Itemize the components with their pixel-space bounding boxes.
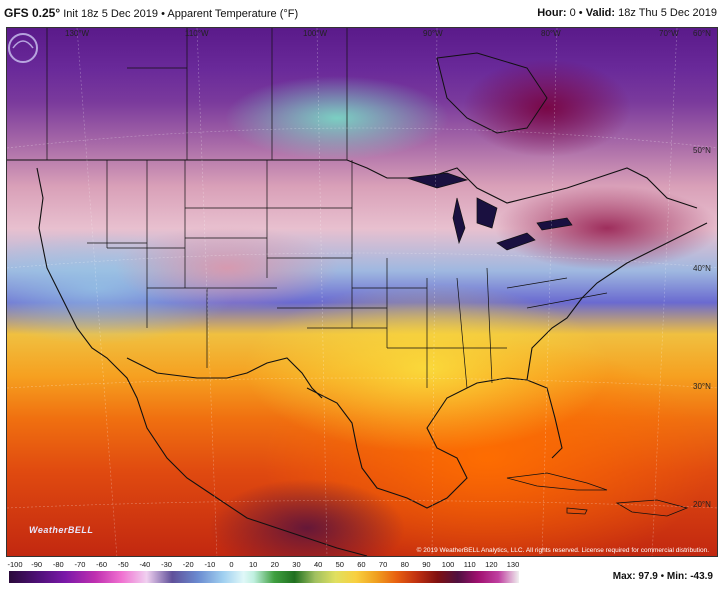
scale-tick-label: 100 [441,560,455,569]
lon-label-80w: 80°W [541,29,561,38]
hudson-bay [436,52,548,134]
scale-tick-label: 40 [313,560,323,569]
scale-tick-label: 80 [400,560,409,569]
max-value: 97.9 [638,571,658,582]
max-min-readout: Max: 97.9 • Min: -43.9 [613,571,713,582]
scale-tick-label: 110 [463,560,476,569]
scale-tick-label: -20 [182,560,194,569]
hour-value: 0 [569,7,576,19]
scale-tick-label: 70 [378,560,388,569]
hour-label: Hour: [537,7,567,19]
temperature-map[interactable]: 130°W 110°W 100°W 90°W 80°W 70°W 60°N 50… [6,27,718,557]
lat-label-20n: 20°N [693,500,711,509]
scale-tick-label: 20 [270,560,279,569]
init-time: Init 18z 5 Dec 2019 [63,8,159,20]
scale-tick-label: 0 [229,560,234,569]
scale-tick-label: -100 [7,560,23,569]
scale-tick-label: -40 [139,560,151,569]
header-right: Hour: 0 • Valid: 18z Thu 5 Dec 2019 [537,0,717,26]
valid-value: 18z Thu 5 Dec 2019 [618,7,717,19]
min-label: Min: [666,571,688,582]
us-canada-border [7,159,698,209]
scale-tick-label: 120 [485,560,498,569]
pacific-coastline [36,167,368,556]
scale-tick-label: 50 [335,560,344,569]
scale-tick-label: -90 [31,560,43,569]
great-lakes [406,172,573,251]
max-label: Max: [612,571,636,582]
copyright-notice: © 2019 WeatherBELL Analytics, LLC. All r… [416,547,709,554]
watermark-text: WeatherBELL [29,525,94,535]
gulf-coastline [306,377,563,509]
header-left: GFS 0.25° Init 18z 5 Dec 2019 • Apparent… [4,0,298,27]
scale-tick-label: -30 [161,560,172,569]
min-value: -43.9 [690,571,713,582]
scale-tick-label: 90 [422,560,431,569]
province-lines [46,28,348,160]
lon-label-110w: 110°W [185,29,209,38]
graticule [7,28,717,556]
valid-label: Valid: [585,7,616,19]
map-header: GFS 0.25° Init 18z 5 Dec 2019 • Apparent… [0,0,723,26]
caribbean-islands [506,472,689,517]
us-mexico-border [126,357,323,399]
scale-tick-label: 30 [292,560,301,569]
product-name: Apparent Temperature (°F) [167,8,299,20]
scale-tick-label: -10 [204,560,216,569]
lon-label-130w: 130°W [65,29,90,38]
lat-label-40n: 40°N [693,264,711,273]
map-boundaries [7,28,717,556]
scale-color-bar [9,571,519,583]
lon-label-70w: 70°W [659,29,679,38]
lon-label-90w: 90°W [423,29,443,38]
scale-tick-label: -60 [96,560,108,569]
lat-label-50n: 50°N [693,146,711,155]
weatherbell-logo-icon [8,33,38,63]
scale-tick-label: -50 [117,560,129,569]
scale-tick-label: 10 [249,560,258,569]
minmax-separator: • [660,571,665,582]
atlantic-coastline [526,222,708,381]
scale-tick-label: 60 [357,560,366,569]
color-scale: -100 -90 -80 -70 -60 -50 -40 -30 -20 -10 0 10 20 30 40… [0,560,723,594]
header-bullet: • [161,8,165,20]
scale-tick-label: -80 [52,560,64,569]
scale-tick-labels: -100 -90 -80 -70 -60 -50 -40 -30 -20 -10 0 10 20 30 40… [7,560,529,570]
lat-label-60n: 60°N [693,29,711,38]
scale-tick-label: 130 [506,560,520,569]
header-bullet-2: • [578,7,583,19]
state-lines [87,160,608,389]
scale-tick-label: -70 [74,560,86,569]
lon-label-100w: 100°W [303,29,328,38]
model-name: GFS 0.25° [4,6,61,20]
lat-label-30n: 30°N [693,382,711,391]
